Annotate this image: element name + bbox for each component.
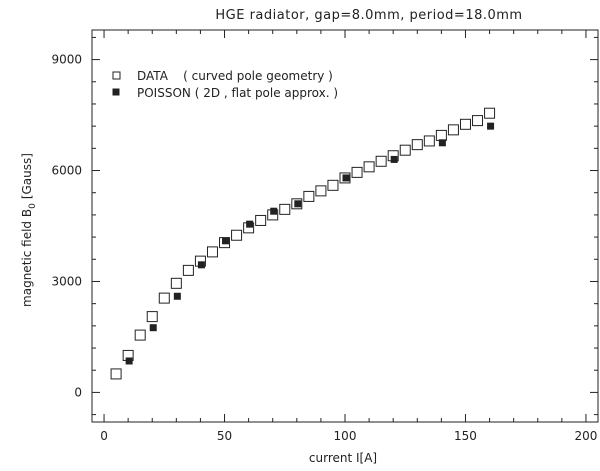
y-axis-label-main: magnetic field B bbox=[20, 209, 34, 307]
data-point-open-square bbox=[351, 166, 363, 178]
data-point-open-square bbox=[315, 185, 327, 197]
legend-marker-data bbox=[112, 71, 121, 80]
data-point-open-square bbox=[472, 115, 484, 127]
x-tick-label: 0 bbox=[100, 429, 108, 443]
x-tick-label: 50 bbox=[217, 429, 232, 443]
legend-label-poisson: POISSON ( 2D , flat pole approx. ) bbox=[137, 86, 338, 100]
data-point-open-square bbox=[303, 190, 315, 202]
data-point-open-square bbox=[134, 329, 146, 341]
data-point-open-square bbox=[447, 124, 459, 136]
data-point-filled-square bbox=[438, 139, 446, 147]
data-point-filled-square bbox=[390, 155, 398, 163]
data-point-open-square bbox=[375, 155, 387, 167]
legend-marker-poisson bbox=[112, 88, 120, 96]
data-point-open-square bbox=[411, 139, 423, 151]
y-axis-ticks: 0 3000 6000 9000 bbox=[51, 36, 598, 416]
data-point-open-square bbox=[170, 277, 182, 289]
data-point-open-square bbox=[279, 203, 291, 215]
data-point-filled-square bbox=[197, 261, 205, 269]
data-point-open-square bbox=[484, 107, 496, 119]
y-axis-label: magnetic field B0 [Gauss] bbox=[20, 153, 38, 307]
y-tick-label: 6000 bbox=[51, 164, 82, 178]
legend: DATA ( curved pole geometry ) POISSON ( … bbox=[112, 69, 338, 100]
chart-title: HGE radiator, gap=8.0mm, period=18.0mm bbox=[215, 8, 522, 23]
y-tick-label: 3000 bbox=[51, 274, 82, 288]
data-points bbox=[110, 107, 496, 380]
data-point-open-square bbox=[158, 292, 170, 304]
data-point-open-square bbox=[435, 129, 447, 141]
data-point-filled-square bbox=[149, 324, 157, 332]
y-tick-label: 0 bbox=[74, 385, 82, 399]
data-point-open-square bbox=[231, 229, 243, 241]
data-point-open-square bbox=[423, 135, 435, 147]
data-point-open-square bbox=[363, 161, 375, 173]
data-point-open-square bbox=[327, 179, 339, 191]
data-point-open-square bbox=[110, 368, 122, 380]
data-point-filled-square bbox=[487, 122, 495, 130]
data-point-filled-square bbox=[125, 357, 133, 365]
x-tick-label: 150 bbox=[454, 429, 477, 443]
x-axis-label: current I[A] bbox=[309, 451, 377, 465]
data-point-filled-square bbox=[222, 237, 230, 245]
data-point-open-square bbox=[206, 246, 218, 258]
data-point-open-square bbox=[339, 172, 351, 184]
data-point-open-square bbox=[459, 118, 471, 130]
y-tick-label: 9000 bbox=[51, 53, 82, 67]
data-point-open-square bbox=[255, 214, 267, 226]
y-axis-label-subscript: 0 bbox=[28, 203, 38, 209]
data-point-filled-square bbox=[342, 174, 350, 182]
data-point-filled-square bbox=[270, 207, 278, 215]
legend-label-data: DATA ( curved pole geometry ) bbox=[137, 69, 333, 83]
x-tick-label: 200 bbox=[574, 429, 597, 443]
data-point-filled-square bbox=[173, 292, 181, 300]
data-point-filled-square bbox=[294, 200, 302, 208]
data-point-filled-square bbox=[246, 220, 254, 228]
data-point-open-square bbox=[146, 311, 158, 323]
data-point-open-square bbox=[399, 144, 411, 156]
data-point-open-square bbox=[291, 198, 303, 210]
data-point-open-square bbox=[182, 264, 194, 276]
x-tick-label: 100 bbox=[334, 429, 357, 443]
x-axis-ticks: 0 50 100 150 200 bbox=[100, 30, 597, 443]
y-axis-label-unit: [Gauss] bbox=[20, 153, 34, 199]
